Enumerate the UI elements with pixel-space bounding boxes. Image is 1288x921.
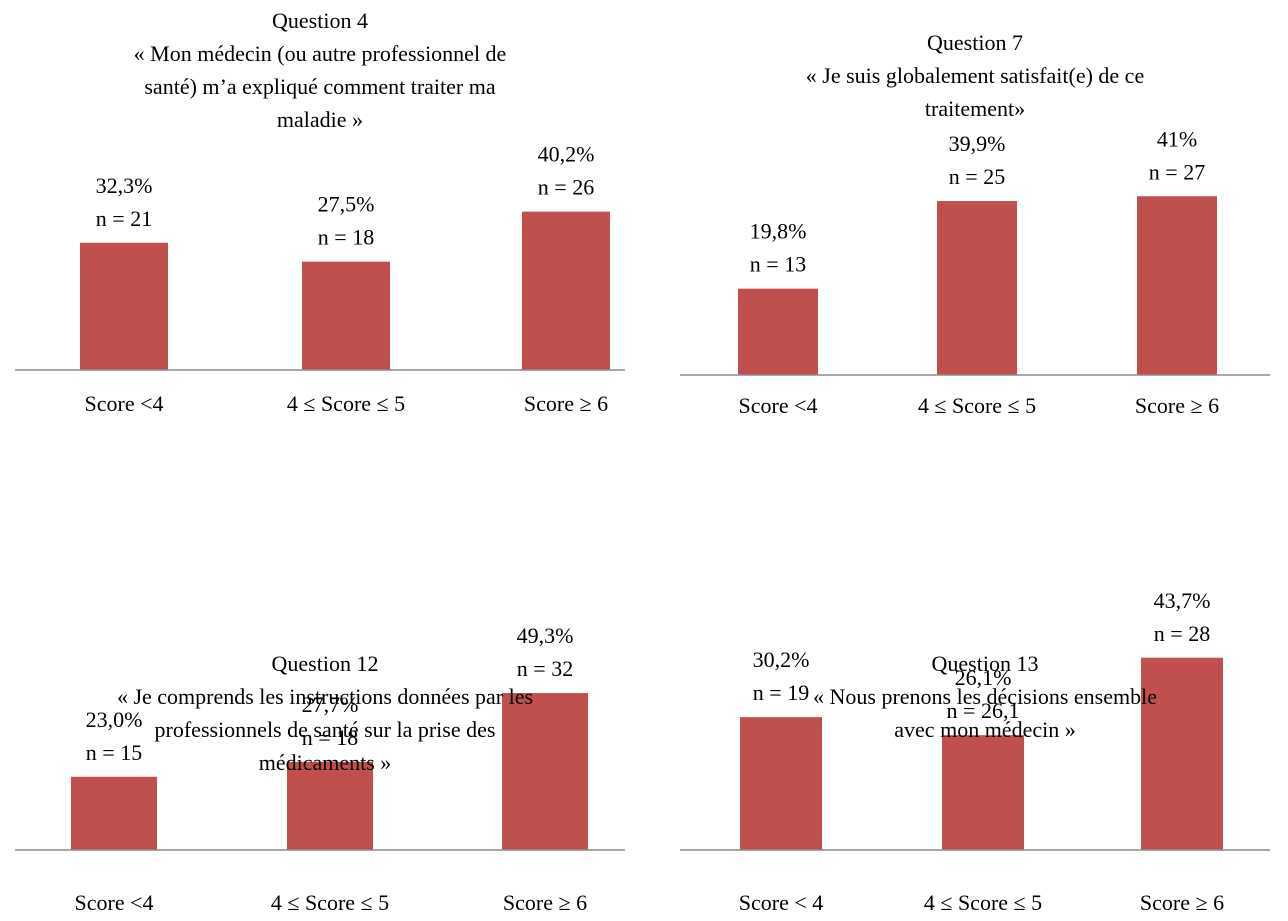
x-tick-label: 4 ≤ Score ≤ 5 — [924, 890, 1042, 915]
count-label: n = 15 — [86, 740, 142, 765]
chart-heading: Question 12 « Je comprends les instructio… — [106, 647, 544, 779]
chart-title: Question 4 — [272, 8, 368, 33]
count-label: n = 13 — [750, 252, 806, 277]
bar — [502, 693, 588, 850]
count-label: n = 27 — [1149, 159, 1205, 184]
count-label: n = 19 — [753, 680, 809, 705]
chart-title: Question 12 — [271, 651, 379, 676]
chart-title: Question 13 — [931, 651, 1039, 676]
x-tick-label: Score ≥ 6 — [1135, 393, 1219, 418]
value-label: 49,3% — [517, 623, 574, 648]
x-tick-label: 4 ≤ Score ≤ 5 — [287, 391, 405, 416]
value-label: 27,5% — [318, 192, 375, 217]
x-tick-label: 4 ≤ Score ≤ 5 — [918, 393, 1036, 418]
count-label: n = 26 — [538, 175, 594, 200]
chart-heading: Question 13 « Nous prenons les décisions … — [795, 647, 1175, 746]
bar — [71, 776, 157, 850]
count-label: n = 32 — [517, 656, 573, 681]
bar — [302, 261, 390, 370]
bar — [937, 201, 1017, 375]
value-label: 23,0% — [86, 707, 143, 732]
value-label: 41% — [1157, 126, 1197, 151]
bar — [740, 717, 822, 850]
value-label: 43,7% — [1154, 588, 1211, 613]
count-label: n = 18 — [302, 725, 358, 750]
count-label: n = 28 — [1154, 621, 1210, 646]
value-label: 40,2% — [538, 142, 595, 167]
chart-subtitle: « Mon médecin (ou autre professionnel de… — [133, 41, 507, 132]
value-label: 19,8% — [750, 219, 807, 244]
value-label: 32,3% — [96, 173, 153, 198]
count-label: n = 25 — [949, 164, 1005, 189]
x-tick-label: Score < 4 — [739, 890, 824, 915]
chart-title: Question 7 — [927, 30, 1023, 55]
bar — [738, 288, 818, 375]
chart-heading: Question 7 « Je suis globalement satisfai… — [765, 26, 1185, 125]
chart-subtitle: « Je suis globalement satisfait(e) de ce… — [805, 63, 1145, 121]
count-label: n = 26,1 — [947, 698, 1020, 723]
value-label: 26,1% — [955, 665, 1012, 690]
value-label: 39,9% — [949, 131, 1006, 156]
bar — [287, 761, 373, 850]
chart-subtitle: « Je comprends les instructions données … — [116, 684, 534, 775]
chart-heading: Question 4 « Mon médecin (ou autre profes… — [110, 4, 530, 136]
value-label: 30,2% — [753, 647, 810, 672]
x-tick-label: Score ≥ 6 — [1140, 890, 1224, 915]
x-tick-label: Score <4 — [739, 393, 818, 418]
x-tick-label: 4 ≤ Score ≤ 5 — [271, 890, 389, 915]
bar — [80, 242, 168, 370]
bar — [522, 211, 610, 370]
bar — [1141, 657, 1223, 850]
x-tick-label: Score ≥ 6 — [524, 391, 608, 416]
x-tick-label: Score ≥ 6 — [503, 890, 587, 915]
value-label: 27,7% — [302, 692, 359, 717]
x-tick-label: Score <4 — [75, 890, 154, 915]
bar — [1137, 196, 1217, 375]
count-label: n = 21 — [96, 206, 152, 231]
x-tick-label: Score <4 — [85, 391, 164, 416]
count-label: n = 18 — [318, 225, 374, 250]
bar — [942, 735, 1024, 850]
chart-subtitle: « Nous prenons les décisions ensemble av… — [813, 684, 1157, 742]
